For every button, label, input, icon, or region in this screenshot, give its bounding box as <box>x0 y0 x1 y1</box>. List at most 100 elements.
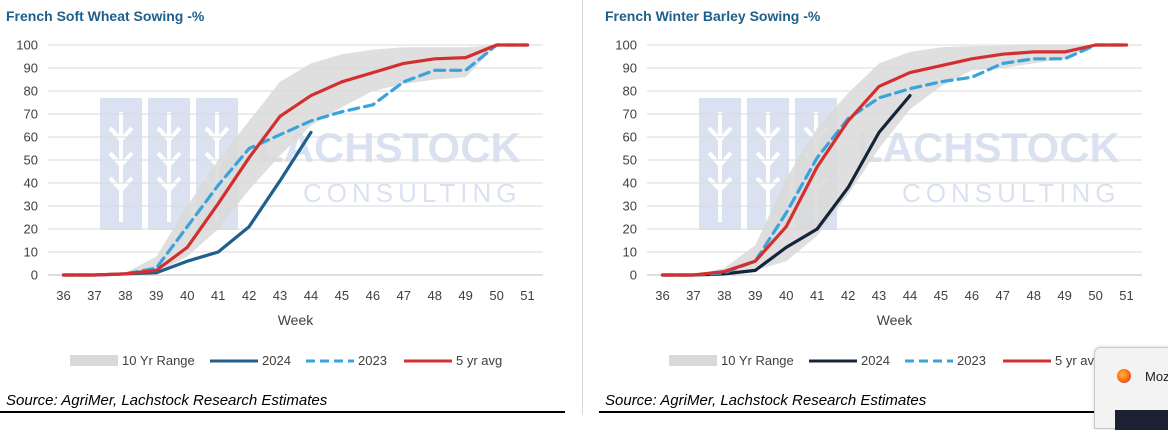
x-tick-label: 42 <box>242 288 256 303</box>
x-tick-label: 39 <box>149 288 163 303</box>
y-tick-label: 80 <box>623 84 637 99</box>
y-tick-label: 0 <box>630 268 637 283</box>
series-5yr-avg-line <box>61 43 530 277</box>
x-tick-label: 43 <box>273 288 287 303</box>
source-rule <box>0 411 565 413</box>
browser-notification-popup[interactable]: Moz <box>1094 347 1168 430</box>
ten-year-range-band <box>662 45 1127 275</box>
source-rule <box>599 411 1164 413</box>
legend-range: 10 Yr Range <box>669 353 794 368</box>
x-tick-label: 45 <box>335 288 349 303</box>
legend-label: 10 Yr Range <box>721 353 794 368</box>
y-tick-label: 60 <box>623 130 637 145</box>
dashed-line-swatch <box>905 359 953 362</box>
legend-2023: 2023 <box>306 353 387 368</box>
y-tick-label: 50 <box>623 153 637 168</box>
series-2023-line <box>61 43 530 277</box>
series-5yr-avg-line <box>660 43 1129 277</box>
y-tick-label: 80 <box>24 84 38 99</box>
watermark-block <box>699 98 741 230</box>
legend-5yr-avg: 5 yr avg <box>404 353 502 368</box>
legend-label: 2023 <box>957 353 986 368</box>
legend-label: 2024 <box>861 353 890 368</box>
y-tick-label: 100 <box>615 38 637 53</box>
y-tick-label: 50 <box>24 153 38 168</box>
y-tick-label: 30 <box>623 199 637 214</box>
x-tick-label: 41 <box>810 288 824 303</box>
y-tick-label: 100 <box>16 38 38 53</box>
x-tick-label: 51 <box>520 288 534 303</box>
x-tick-label: 38 <box>118 288 132 303</box>
x-tick-label: 48 <box>427 288 441 303</box>
x-tick-label: 45 <box>934 288 948 303</box>
x-tick-label: 42 <box>841 288 855 303</box>
watermark-block <box>100 98 142 230</box>
soft-wheat-chart-panel: French Soft Wheat Sowing -% LACHSTOCK CON… <box>0 0 565 415</box>
y-tick-label: 30 <box>24 199 38 214</box>
x-tick-label: 46 <box>366 288 380 303</box>
x-tick-label: 50 <box>1088 288 1102 303</box>
y-tick-label: 70 <box>24 107 38 122</box>
line-swatch <box>210 359 258 362</box>
x-tick-label: 46 <box>965 288 979 303</box>
popup-label: Moz <box>1145 369 1168 384</box>
y-tick-label: 90 <box>24 61 38 76</box>
legend-label: 5 yr avg <box>456 353 503 368</box>
y-tick-label: 40 <box>623 176 637 191</box>
legend-range: 10 Yr Range <box>70 353 195 368</box>
legend-5yr-avg: 5 yr avg <box>1003 353 1101 368</box>
wheat-icon <box>755 112 781 222</box>
wheat-icon <box>108 112 134 222</box>
x-tick-label: 47 <box>397 288 411 303</box>
legend-label: 10 Yr Range <box>122 353 195 368</box>
x-tick-label: 49 <box>458 288 472 303</box>
dashed-line-swatch <box>306 359 354 362</box>
x-tick-label: 43 <box>872 288 886 303</box>
y-tick-label: 70 <box>623 107 637 122</box>
chart-title: French Soft Wheat Sowing -% <box>6 8 205 24</box>
y-tick-label: 20 <box>623 222 637 237</box>
wheat-icon <box>156 112 182 222</box>
line-swatch <box>1003 359 1051 362</box>
legend-label: 2023 <box>358 353 387 368</box>
x-tick-label: 37 <box>87 288 101 303</box>
legend-2024: 2024 <box>809 353 890 368</box>
x-axis-label: Week <box>877 312 914 328</box>
y-tick-label: 20 <box>24 222 38 237</box>
range-swatch <box>669 355 717 366</box>
x-tick-label: 49 <box>1057 288 1071 303</box>
range-swatch <box>70 355 118 366</box>
firefox-icon <box>1117 369 1131 383</box>
x-tick-label: 36 <box>655 288 669 303</box>
source-note: Source: AgriMer, Lachstock Research Esti… <box>605 392 927 409</box>
y-tick-label: 10 <box>24 245 38 260</box>
x-tick-label: 44 <box>903 288 917 303</box>
chart-title: French Winter Barley Sowing -% <box>605 8 821 24</box>
x-tick-label: 38 <box>717 288 731 303</box>
popup-thumbnail <box>1115 410 1168 430</box>
x-tick-label: 40 <box>779 288 793 303</box>
y-tick-label: 60 <box>24 130 38 145</box>
winter-barley-chart-panel: French Winter Barley Sowing -% LACHSTOCK… <box>599 0 1164 415</box>
legend-label: 5 yr avg <box>1055 353 1102 368</box>
chart-legend: 10 Yr Range 2024 2023 5 yr avg <box>599 353 1164 373</box>
wheat-icon <box>707 112 733 222</box>
x-tick-label: 41 <box>211 288 225 303</box>
legend-2024: 2024 <box>210 353 291 368</box>
y-tick-label: 10 <box>623 245 637 260</box>
x-axis-label: Week <box>278 312 315 328</box>
watermark-block <box>148 98 190 230</box>
x-tick-label: 39 <box>748 288 762 303</box>
y-tick-label: 0 <box>31 268 38 283</box>
legend-2023: 2023 <box>905 353 986 368</box>
y-tick-label: 90 <box>623 61 637 76</box>
panel-separator <box>582 0 583 415</box>
legend-label: 2024 <box>262 353 291 368</box>
x-tick-label: 37 <box>686 288 700 303</box>
x-tick-label: 36 <box>56 288 70 303</box>
line-swatch <box>404 359 452 362</box>
x-tick-label: 40 <box>180 288 194 303</box>
chart-legend: 10 Yr Range 2024 2023 5 yr avg <box>0 353 565 373</box>
x-tick-label: 44 <box>304 288 318 303</box>
